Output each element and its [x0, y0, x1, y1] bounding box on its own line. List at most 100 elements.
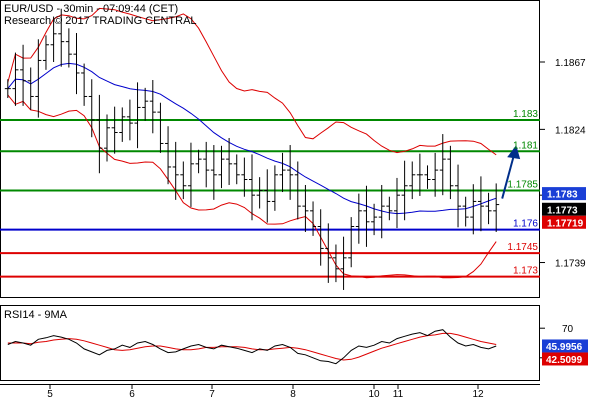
level-lines [0, 118, 540, 278]
price-bar-3 [27, 67, 34, 110]
price-bar-53 [409, 161, 416, 200]
price-bar-32 [249, 154, 255, 221]
time-tick-label-1: 6 [129, 389, 135, 400]
price-bar-23 [180, 161, 187, 200]
level-label-5: 1.173 [513, 266, 538, 277]
price-bar-21 [165, 126, 172, 185]
level-labels: 1.183 1.181 1.1785 1.176 1.1745 1.173 [507, 109, 538, 277]
price-bar-22 [172, 141, 179, 200]
price-bar-58 [447, 145, 454, 200]
price-bar-62 [477, 176, 484, 232]
price-bar-30 [233, 154, 240, 185]
price-bar-8 [65, 28, 72, 68]
price-bar-35 [271, 165, 278, 211]
price-bar-49 [378, 184, 385, 239]
rsi-tag-bg-0 [542, 339, 588, 353]
time-tick-label-2: 7 [209, 389, 215, 400]
price-bar-59 [455, 164, 462, 228]
price-bar-0 [4, 79, 11, 99]
price-bar-5 [42, 35, 49, 70]
price-bar-12 [96, 94, 103, 174]
price-bars [4, 8, 500, 290]
forecast-arrow-head [507, 145, 521, 160]
level-label-0: 1.183 [513, 109, 538, 120]
price-bar-19 [149, 80, 156, 134]
bollinger-upper [7, 7, 497, 156]
price-tag-bg-1 [542, 202, 586, 216]
moving-average-line [7, 62, 497, 215]
price-bar-55 [424, 165, 431, 189]
rsi-tick-label-0: 70 [562, 324, 574, 335]
price-bar-29 [226, 137, 233, 185]
time-tick-label-0: 5 [47, 389, 53, 400]
price-bar-28 [218, 145, 225, 189]
chart-title: EUR/USD - 30min - 07:09:44 (CET) [4, 3, 178, 15]
price-bar-47 [363, 185, 370, 247]
rsi-lines [7, 329, 497, 365]
price-bar-45 [348, 217, 355, 268]
price-bar-20 [157, 102, 164, 153]
chart-subtitle: Research © 2017 TRADING CENTRAL [4, 15, 197, 27]
indicator-lines [7, 7, 497, 279]
price-bar-2 [20, 44, 27, 106]
price-bar-60 [462, 196, 469, 227]
price-bar-17 [134, 82, 141, 149]
price-bar-11 [88, 79, 95, 138]
price-bar-1 [12, 52, 19, 106]
price-bar-43 [332, 244, 339, 283]
level-label-2: 1.1785 [507, 179, 538, 190]
time-tick-label-5: 11 [393, 389, 404, 400]
price-bar-54 [416, 153, 423, 196]
time-tick-label-3: 8 [290, 389, 296, 400]
level-label-1: 1.181 [513, 140, 538, 151]
rsi-panel-frame [0, 305, 540, 381]
price-bar-14 [111, 106, 118, 154]
price-tick-label-0: 1.1867 [555, 58, 586, 69]
price-bar-44 [340, 236, 347, 290]
price-tags: 1.1783 1.1773 1.17719 [542, 187, 586, 229]
price-bar-41 [317, 209, 324, 266]
price-tag-bg-2 [542, 215, 586, 229]
price-bar-50 [386, 196, 393, 221]
rsi-ma-line [7, 332, 497, 361]
price-bar-18 [142, 87, 149, 121]
price-bar-9 [73, 33, 80, 95]
price-bar-34 [264, 169, 271, 223]
price-bar-48 [371, 203, 378, 236]
price-bar-31 [241, 157, 248, 197]
rsi-tag-bg-1 [542, 352, 588, 366]
price-bar-63 [485, 192, 492, 225]
price-bar-56 [432, 152, 439, 197]
price-tag-label-0: 1.1783 [547, 190, 578, 201]
price-bar-61 [470, 184, 477, 235]
rsi-tag-label-1: 42.5099 [546, 355, 583, 366]
price-bar-27 [210, 145, 217, 200]
rsi-tag-label-0: 45.9956 [546, 342, 583, 353]
time-tick-label-4: 10 [368, 389, 380, 400]
price-bar-42 [325, 223, 332, 283]
price-bar-64 [493, 183, 500, 232]
price-bar-7 [58, 8, 65, 67]
price-bar-15 [119, 107, 126, 142]
price-tick-label-3: 1.1739 [555, 259, 586, 270]
time-axis: 5 6 7 8 10 11 12 [47, 384, 484, 400]
level-label-3: 1.176 [513, 219, 538, 230]
price-bar-33 [256, 177, 263, 209]
price-tick-label-1: 1.1824 [555, 125, 586, 136]
price-bar-39 [302, 184, 309, 232]
rsi-line [7, 329, 497, 365]
price-bar-10 [81, 63, 88, 106]
price-bar-25 [195, 149, 202, 174]
price-bar-26 [203, 141, 210, 188]
price-bar-40 [310, 201, 317, 236]
price-tag-label-2: 1.17719 [547, 218, 584, 229]
price-bar-38 [294, 161, 301, 220]
price-bar-46 [355, 193, 362, 244]
price-bar-37 [287, 145, 294, 200]
forecast-arrow-shaft [501, 153, 516, 199]
price-bar-6 [50, 16, 57, 62]
price-bar-36 [279, 152, 286, 193]
price-bar-51 [393, 177, 400, 229]
